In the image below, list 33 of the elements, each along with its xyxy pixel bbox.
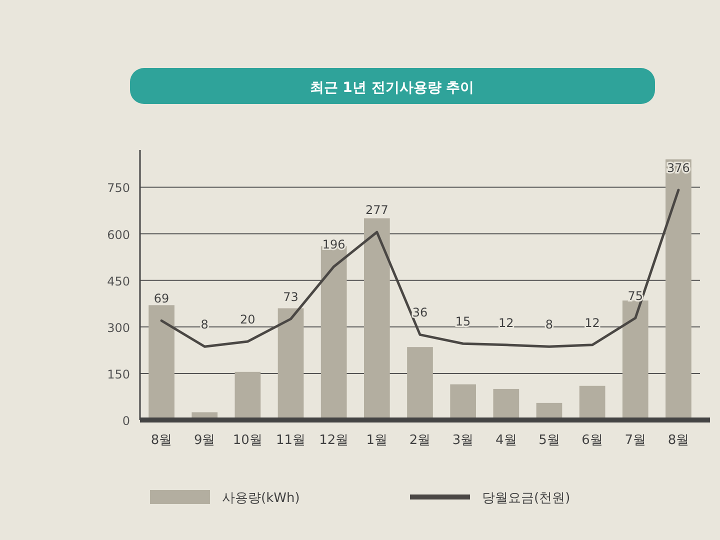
legend-label: 당월요금(천원)	[482, 491, 570, 506]
x-tick-label: 3월	[452, 433, 474, 448]
data-label: 75	[628, 289, 644, 304]
y-tick-label: 150	[107, 367, 130, 382]
x-tick-label: 6월	[582, 433, 603, 448]
x-tick-label: 2월	[409, 433, 431, 448]
x-tick-label: 8월	[150, 433, 172, 448]
data-label: 277	[365, 203, 388, 218]
y-tick-label: 450	[107, 274, 130, 288]
data-label: 196	[322, 238, 346, 252]
x-tick-label: 9월	[194, 433, 216, 448]
y-tick-label: 600	[107, 228, 130, 242]
data-label: 20	[240, 312, 256, 326]
chart-title: 최근 1년 전기사용량 추이	[310, 80, 474, 96]
x-tick-label: 7월	[624, 433, 646, 448]
data-label: 12	[584, 316, 600, 330]
y-tick-label: 750	[107, 181, 130, 196]
data-label: 376	[667, 161, 690, 175]
legend-label: 사용량(kWh)	[222, 491, 300, 506]
x-tick-label: 12월	[319, 433, 349, 448]
data-label: 36	[412, 306, 428, 320]
x-tick-label: 1월	[366, 433, 388, 448]
y-tick-label: 300	[107, 320, 130, 335]
data-label: 12	[498, 316, 514, 330]
x-tick-label: 5월	[538, 433, 560, 448]
x-tick-label: 4월	[496, 433, 517, 448]
x-tick-label: 10월	[232, 433, 262, 448]
data-label: 15	[455, 314, 471, 329]
data-label: 73	[283, 290, 298, 304]
y-tick-label: 0	[122, 414, 130, 428]
x-tick-label: 11월	[276, 433, 306, 448]
data-label: 69	[154, 292, 170, 306]
x-tick-label: 8월	[668, 433, 690, 448]
